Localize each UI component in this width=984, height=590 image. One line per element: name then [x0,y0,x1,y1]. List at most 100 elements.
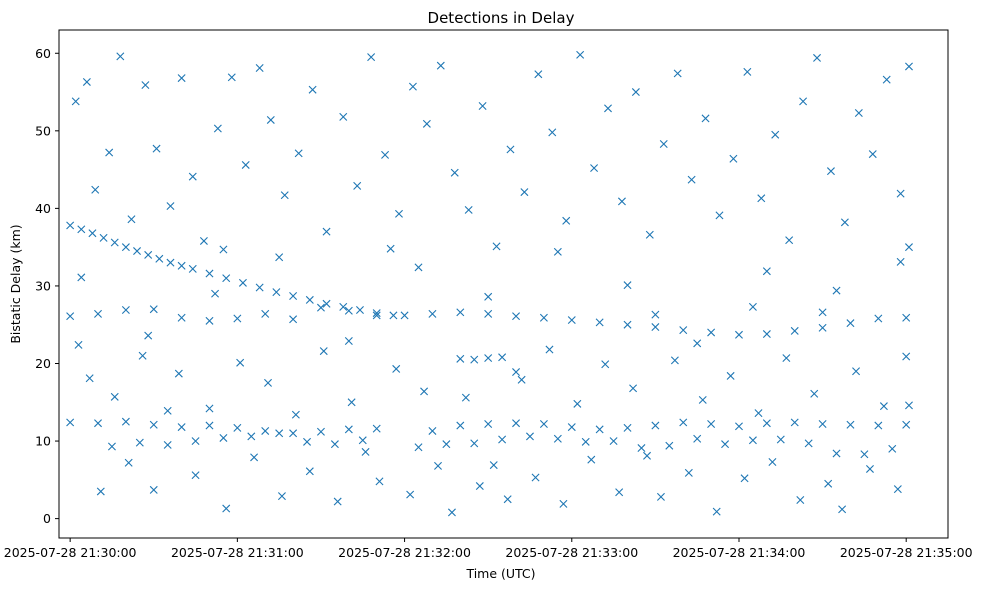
data-point-marker [233,314,242,323]
data-point-marker [790,326,799,335]
data-point-marker [623,423,632,432]
data-point-marker [436,61,445,70]
data-point-marker [470,439,479,448]
data-point-marker [85,374,94,383]
data-point-marker [330,440,339,449]
data-point-marker [177,74,186,83]
data-point-marker [205,421,214,430]
data-point-marker [163,406,172,415]
data-point-marker [595,425,604,434]
data-point-marker [904,401,913,410]
data-point-marker [826,167,835,176]
data-point-marker [77,273,86,282]
plot-frame [58,29,949,539]
data-point-marker [110,392,119,401]
data-point-marker [116,52,125,61]
data-point-marker [319,347,328,356]
data-point-marker [813,53,822,62]
data-point-marker [275,253,284,262]
data-point-marker [188,172,197,181]
data-point-marker [525,432,534,441]
data-point-marker [475,482,484,491]
data-point-marker [651,421,660,430]
x-tick-label: 2025-07-28 21:32:00 [338,545,471,560]
data-point-marker [177,423,186,432]
data-point-marker [818,308,827,317]
data-point-marker [222,504,231,513]
y-tick-label: 60 [35,46,51,61]
data-point-marker [698,395,707,404]
data-point-marker [464,205,473,214]
data-point-marker [581,437,590,446]
data-point-marker [645,230,654,239]
data-point-marker [191,471,200,480]
data-point-marker [846,319,855,328]
x-axis-label: Time (UTC) [465,566,535,581]
data-point-marker [205,404,214,413]
data-point-marker [316,427,325,436]
data-point-marker [381,150,390,159]
data-point-marker [712,507,721,516]
data-point-marker [545,345,554,354]
data-point-marker [66,312,75,321]
data-point-marker [422,119,431,128]
data-point-marker [96,487,105,496]
data-point-marker [617,197,626,206]
data-point-marker [762,267,771,276]
data-point-marker [152,144,161,153]
data-point-marker [82,77,91,86]
data-point-marker [854,108,863,117]
data-point-marker [553,434,562,443]
data-point-marker [882,75,891,84]
data-point-marker [553,247,562,256]
data-point-marker [289,429,298,438]
data-point-marker [484,309,493,318]
data-point-marker [748,302,757,311]
data-point-marker [144,331,153,340]
axis-ticks: 2025-07-28 21:30:00 2025-07-28 21:31:00 20… [4,46,973,560]
data-point-marker [902,313,911,322]
data-point-marker [110,238,119,247]
data-point-marker [121,417,130,426]
data-point-marker [520,188,529,197]
data-point-marker [587,455,596,464]
data-point-marker [236,358,245,367]
data-point-marker [344,306,353,315]
data-point-marker [219,433,228,442]
data-point-marker [762,330,771,339]
data-point-marker [629,384,638,393]
data-point-marker [347,398,356,407]
data-point-marker [679,418,688,427]
data-point-marker [904,243,913,252]
data-point-marker [121,243,130,252]
data-point-marker [484,292,493,301]
data-point-marker [266,115,275,124]
data-point-marker [879,402,888,411]
data-point-marker [896,189,905,198]
data-point-marker [670,356,679,365]
data-point-marker [693,339,702,348]
data-point-marker [868,150,877,159]
data-point-marker [355,305,364,314]
data-point-marker [456,421,465,430]
data-point-marker [264,378,273,387]
data-point-marker [124,458,133,467]
data-point-marker [289,292,298,301]
data-point-marker [94,309,103,318]
data-point-marker [865,464,874,473]
data-point-marker [294,149,303,158]
data-point-marker [149,420,158,429]
data-point-marker [665,441,674,450]
y-axis-label: Bistatic Delay (km) [8,224,23,343]
data-point-marker [163,440,172,449]
data-point-marker [595,318,604,327]
y-tick-label: 0 [43,511,51,526]
data-point-marker [339,302,348,311]
data-point-marker [456,354,465,363]
data-point-marker [623,320,632,329]
data-point-marker [757,194,766,203]
data-point-marker [77,225,86,234]
data-point-marker [902,420,911,429]
data-point-marker [707,328,716,337]
data-point-marker [361,447,370,456]
